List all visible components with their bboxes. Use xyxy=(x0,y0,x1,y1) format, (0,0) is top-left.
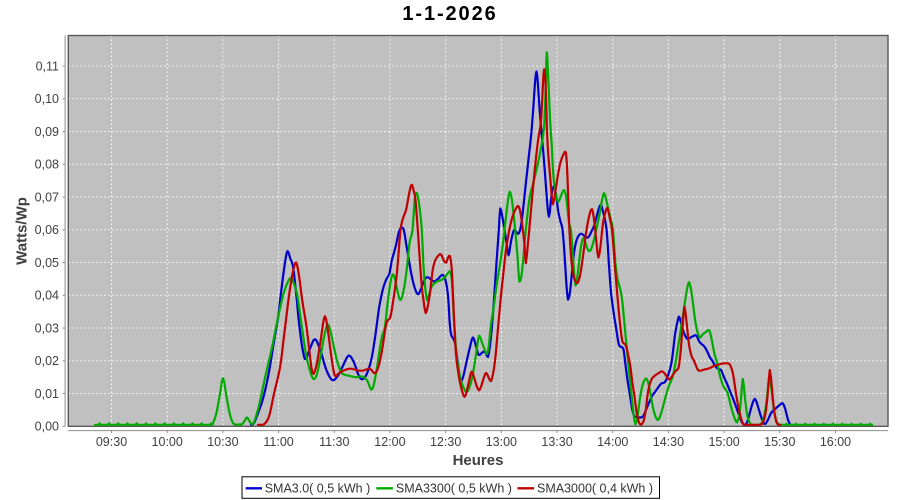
svg-text:0,09: 0,09 xyxy=(35,125,59,139)
svg-text:1-1-2026: 1-1-2026 xyxy=(402,3,497,25)
svg-text:13:30: 13:30 xyxy=(541,435,572,449)
svg-text:Watts/Wp: Watts/Wp xyxy=(14,197,31,265)
svg-text:15:00: 15:00 xyxy=(708,435,739,449)
svg-text:Heures: Heures xyxy=(453,452,504,469)
svg-text:0,05: 0,05 xyxy=(35,256,59,270)
svg-text:16:00: 16:00 xyxy=(820,435,851,449)
svg-text:15:30: 15:30 xyxy=(764,435,795,449)
svg-text:13:00: 13:00 xyxy=(486,435,517,449)
svg-text:10:00: 10:00 xyxy=(152,435,183,449)
svg-text:12:30: 12:30 xyxy=(430,435,461,449)
svg-text:14:30: 14:30 xyxy=(653,435,684,449)
svg-text:0,04: 0,04 xyxy=(35,289,59,303)
svg-text:0,11: 0,11 xyxy=(36,59,59,73)
svg-text:0,03: 0,03 xyxy=(35,321,59,335)
svg-text:0,10: 0,10 xyxy=(35,92,59,106)
svg-text:11:30: 11:30 xyxy=(319,435,349,449)
svg-text:SMA3300( 0,5 kWh ): SMA3300( 0,5 kWh ) xyxy=(396,481,512,495)
svg-text:0,01: 0,01 xyxy=(35,387,59,401)
svg-text:0,00: 0,00 xyxy=(35,420,59,434)
svg-text:12:00: 12:00 xyxy=(374,435,405,449)
svg-text:0,02: 0,02 xyxy=(35,354,59,368)
svg-text:SMA3.0( 0,5 kWh ): SMA3.0( 0,5 kWh ) xyxy=(265,481,371,495)
svg-text:SMA3000( 0,4 kWh ): SMA3000( 0,4 kWh ) xyxy=(537,481,653,495)
svg-text:14:00: 14:00 xyxy=(597,435,628,449)
svg-text:11:00: 11:00 xyxy=(263,435,293,449)
svg-text:0,07: 0,07 xyxy=(35,190,59,204)
svg-text:0,08: 0,08 xyxy=(35,158,59,172)
svg-text:10:30: 10:30 xyxy=(207,435,238,449)
svg-text:0,06: 0,06 xyxy=(35,223,59,237)
svg-text:09:30: 09:30 xyxy=(96,435,127,449)
